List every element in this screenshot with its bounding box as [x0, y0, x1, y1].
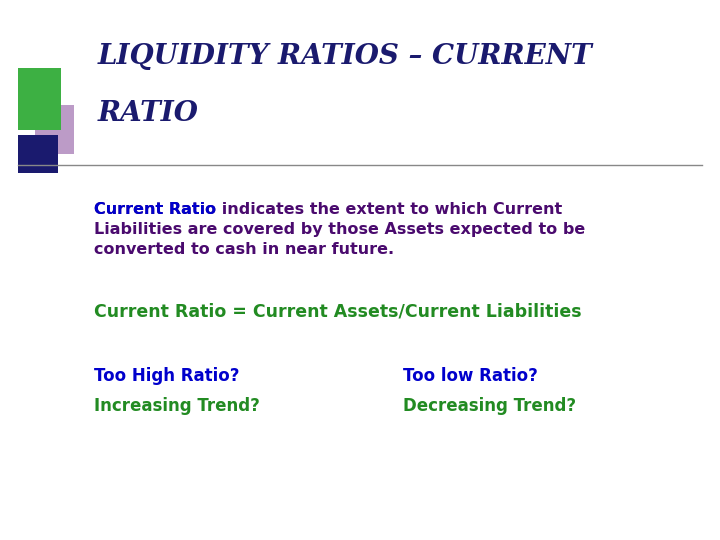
Text: Current Ratio indicates the extent to which Current
Liabilities are covered by t: Current Ratio indicates the extent to wh… [94, 202, 585, 257]
Text: Decreasing Trend?: Decreasing Trend? [403, 397, 576, 415]
Text: LIQUIDITY RATIOS – CURRENT: LIQUIDITY RATIOS – CURRENT [97, 43, 592, 70]
FancyBboxPatch shape [18, 135, 58, 173]
Text: Increasing Trend?: Increasing Trend? [94, 397, 259, 415]
FancyBboxPatch shape [35, 105, 74, 154]
Text: Too low Ratio?: Too low Ratio? [403, 367, 538, 385]
Text: Current Ratio: Current Ratio [94, 202, 216, 218]
FancyBboxPatch shape [18, 68, 61, 130]
Text: Current Ratio = Current Assets/Current Liabilities: Current Ratio = Current Assets/Current L… [94, 302, 581, 320]
Text: Too High Ratio?: Too High Ratio? [94, 367, 239, 385]
Text: RATIO: RATIO [97, 100, 198, 127]
